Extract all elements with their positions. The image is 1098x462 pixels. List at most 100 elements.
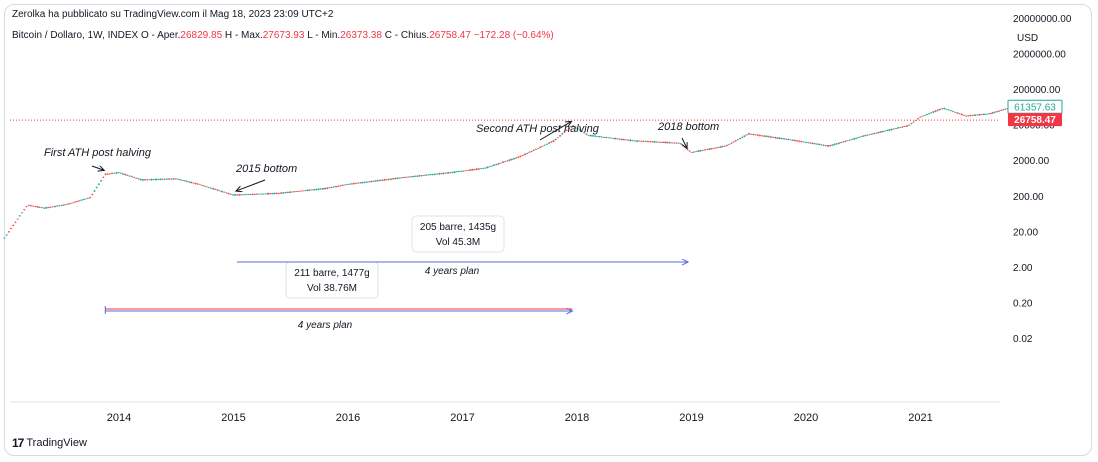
annotation-label[interactable]: 2015 bottom	[235, 163, 297, 175]
candle-body	[181, 180, 184, 181]
candle-body	[176, 178, 179, 180]
candle-body	[938, 108, 941, 111]
candle-body	[572, 125, 575, 127]
candle-body	[732, 141, 735, 143]
candle-body	[655, 141, 658, 143]
candle-body	[196, 183, 199, 185]
candle-body	[523, 153, 526, 156]
candle-body	[864, 135, 867, 137]
candle-body	[436, 173, 439, 175]
annotation-label[interactable]: First ATH post halving	[44, 147, 152, 159]
candle-body	[484, 167, 487, 169]
candle-body	[873, 133, 876, 135]
candle-body	[183, 180, 186, 182]
candle-body	[747, 133, 750, 135]
candle-body	[697, 150, 700, 152]
candle-body	[556, 137, 559, 139]
candle-body	[58, 205, 61, 207]
plan-label[interactable]: 4 years plan	[298, 320, 353, 331]
low-value: 26373.38	[340, 30, 382, 41]
candle-body	[701, 149, 704, 151]
candle-body	[552, 140, 555, 142]
candle-body	[78, 200, 81, 202]
annotation-label[interactable]: Second ATH post halving	[476, 123, 600, 135]
candle-body	[372, 180, 375, 182]
candle-body	[609, 137, 612, 139]
y-tick-label: 200.00	[1013, 192, 1044, 203]
candle-body	[690, 152, 693, 153]
candle-body	[862, 135, 865, 137]
candle-body	[664, 141, 667, 144]
candle-body	[310, 189, 313, 191]
annotation-label[interactable]: 2018 bottom	[657, 121, 719, 133]
candle-body	[526, 152, 529, 154]
candle-body	[368, 181, 371, 183]
candle-body	[813, 143, 816, 145]
candle-body	[84, 198, 87, 200]
candle-body	[414, 175, 417, 177]
candle-body	[591, 135, 594, 137]
candle-body	[504, 161, 507, 163]
candle-body	[18, 215, 21, 217]
candle-body	[675, 142, 678, 144]
candle-body	[227, 192, 230, 195]
candle-body	[548, 142, 551, 144]
candle-body	[736, 139, 739, 141]
candle-body	[422, 175, 425, 176]
candle-body	[207, 187, 210, 188]
candle-body	[86, 197, 89, 199]
candle-body	[651, 141, 654, 143]
footer-brand[interactable]: TradingView	[26, 437, 87, 449]
candle-body	[638, 140, 641, 142]
candle-body	[923, 114, 926, 116]
candle-body	[884, 130, 887, 132]
candle-body	[1004, 108, 1007, 110]
candle-body	[712, 148, 715, 149]
candle-body	[763, 135, 766, 137]
candle-body	[150, 178, 153, 181]
candle-body	[97, 183, 100, 185]
plot-area[interactable]	[10, 44, 1000, 402]
y-tick-label: 2000000.00	[1013, 49, 1066, 60]
candle-body	[952, 111, 955, 112]
candle-body	[761, 135, 764, 137]
candle-body	[282, 192, 285, 194]
annotation-arrow	[682, 137, 687, 148]
candle-body	[341, 184, 344, 186]
candle-body	[508, 159, 511, 161]
candle-body	[174, 178, 177, 180]
candle-body	[453, 171, 456, 173]
candle-body	[220, 190, 223, 193]
candle-body	[23, 209, 26, 211]
measure-info-box[interactable]	[411, 215, 505, 253]
candle-body	[394, 177, 397, 180]
candle-body	[455, 171, 458, 173]
candle-body	[811, 142, 814, 145]
candle-body	[152, 179, 155, 180]
candle-body	[688, 150, 691, 152]
candle-body	[427, 174, 430, 176]
candle-body	[416, 175, 419, 177]
candle-body	[396, 177, 399, 179]
candle-body	[958, 113, 961, 115]
candle-body	[117, 172, 120, 174]
candle-body	[934, 110, 937, 112]
candle-body	[124, 173, 127, 176]
candle-body	[589, 134, 592, 137]
candle-body	[565, 129, 568, 131]
x-tick-label: 2020	[794, 412, 818, 424]
candle-body	[796, 140, 799, 142]
candle-body	[293, 191, 296, 193]
candle-body	[1000, 109, 1003, 111]
candle-body	[477, 168, 480, 170]
y-tick-label: 0.02	[1013, 334, 1033, 345]
plan-label[interactable]: 4 years plan	[425, 266, 480, 277]
high-value: 27673.93	[262, 30, 305, 41]
candle-body	[113, 172, 116, 174]
candle-body	[297, 190, 300, 192]
candle-body	[723, 145, 726, 147]
symbol-name[interactable]: Bitcoin / Dollaro, 1W, INDEX	[12, 30, 139, 41]
candle-body	[398, 177, 401, 179]
candle-body	[135, 177, 138, 179]
